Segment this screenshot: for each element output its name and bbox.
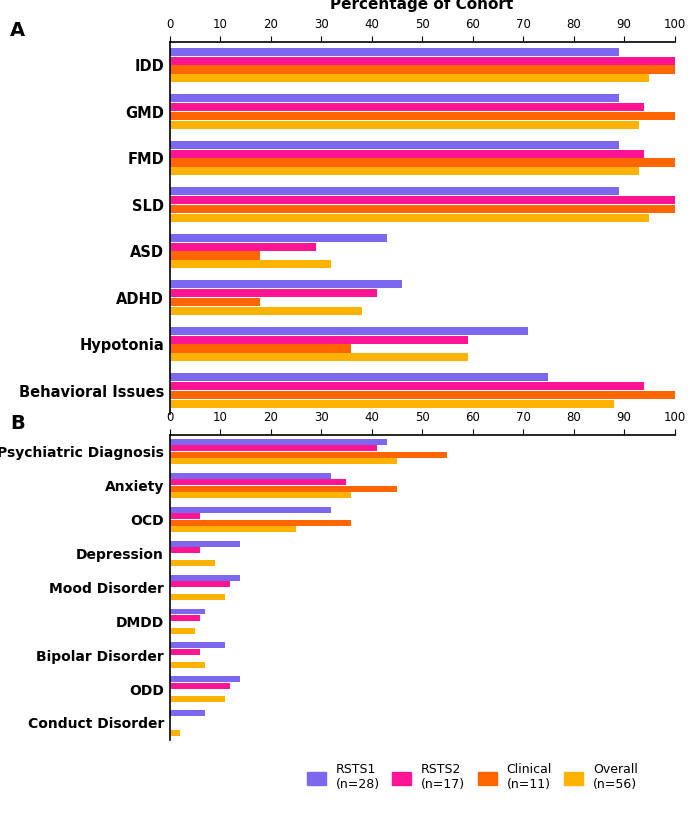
Bar — [170, 327, 528, 335]
Bar — [170, 307, 361, 315]
Bar — [170, 662, 205, 668]
Bar — [170, 242, 316, 251]
Bar — [170, 260, 331, 268]
Bar — [170, 187, 619, 196]
Bar — [170, 548, 200, 553]
Bar — [170, 696, 225, 701]
Bar — [170, 234, 387, 242]
Bar — [170, 150, 644, 158]
Bar — [170, 446, 376, 451]
Text: B: B — [10, 414, 25, 433]
Bar — [170, 400, 614, 408]
Bar — [170, 196, 675, 204]
Bar — [170, 683, 230, 689]
Bar — [170, 344, 352, 353]
Bar — [170, 94, 619, 102]
Bar — [170, 214, 649, 222]
Bar — [170, 492, 352, 498]
Bar — [170, 609, 205, 614]
Bar — [170, 158, 675, 166]
Bar — [170, 581, 230, 587]
Bar — [170, 373, 548, 381]
X-axis label: Percentage of Cohort: Percentage of Cohort — [331, 0, 513, 12]
Bar — [170, 252, 260, 259]
Bar — [170, 452, 447, 458]
Bar — [170, 649, 200, 655]
Bar — [170, 289, 376, 298]
Text: A: A — [10, 21, 26, 40]
Bar — [170, 473, 331, 479]
Bar — [170, 560, 215, 566]
Bar — [170, 479, 346, 486]
Bar — [170, 112, 675, 120]
Bar — [170, 676, 240, 682]
Bar — [170, 439, 387, 445]
Bar — [170, 526, 295, 532]
Legend: RSTS1
(n=28), RSTS2
(n=17), Clinical
(n=11), Overall
(n=56): RSTS1 (n=28), RSTS2 (n=17), Clinical (n=… — [302, 758, 643, 797]
Bar — [170, 120, 639, 129]
Bar — [170, 382, 644, 390]
Bar — [170, 140, 619, 149]
Bar — [170, 711, 205, 716]
Bar — [170, 280, 402, 288]
Bar — [170, 615, 200, 621]
Bar — [170, 513, 200, 519]
Bar — [170, 730, 180, 736]
Bar — [170, 391, 675, 399]
Bar — [170, 48, 619, 56]
Bar — [170, 520, 352, 526]
Bar — [170, 65, 675, 74]
Bar — [170, 594, 225, 600]
Bar — [170, 643, 225, 649]
Bar — [170, 507, 331, 512]
Bar — [170, 298, 260, 306]
Bar — [170, 103, 644, 111]
Bar — [170, 574, 240, 580]
Bar — [170, 57, 675, 64]
Bar — [170, 486, 397, 492]
Bar — [170, 205, 675, 213]
Bar — [170, 74, 649, 83]
Bar — [170, 335, 468, 344]
Bar — [170, 541, 240, 547]
Bar — [170, 458, 397, 464]
Bar — [170, 628, 195, 634]
Bar — [170, 354, 468, 361]
Bar — [170, 167, 639, 176]
